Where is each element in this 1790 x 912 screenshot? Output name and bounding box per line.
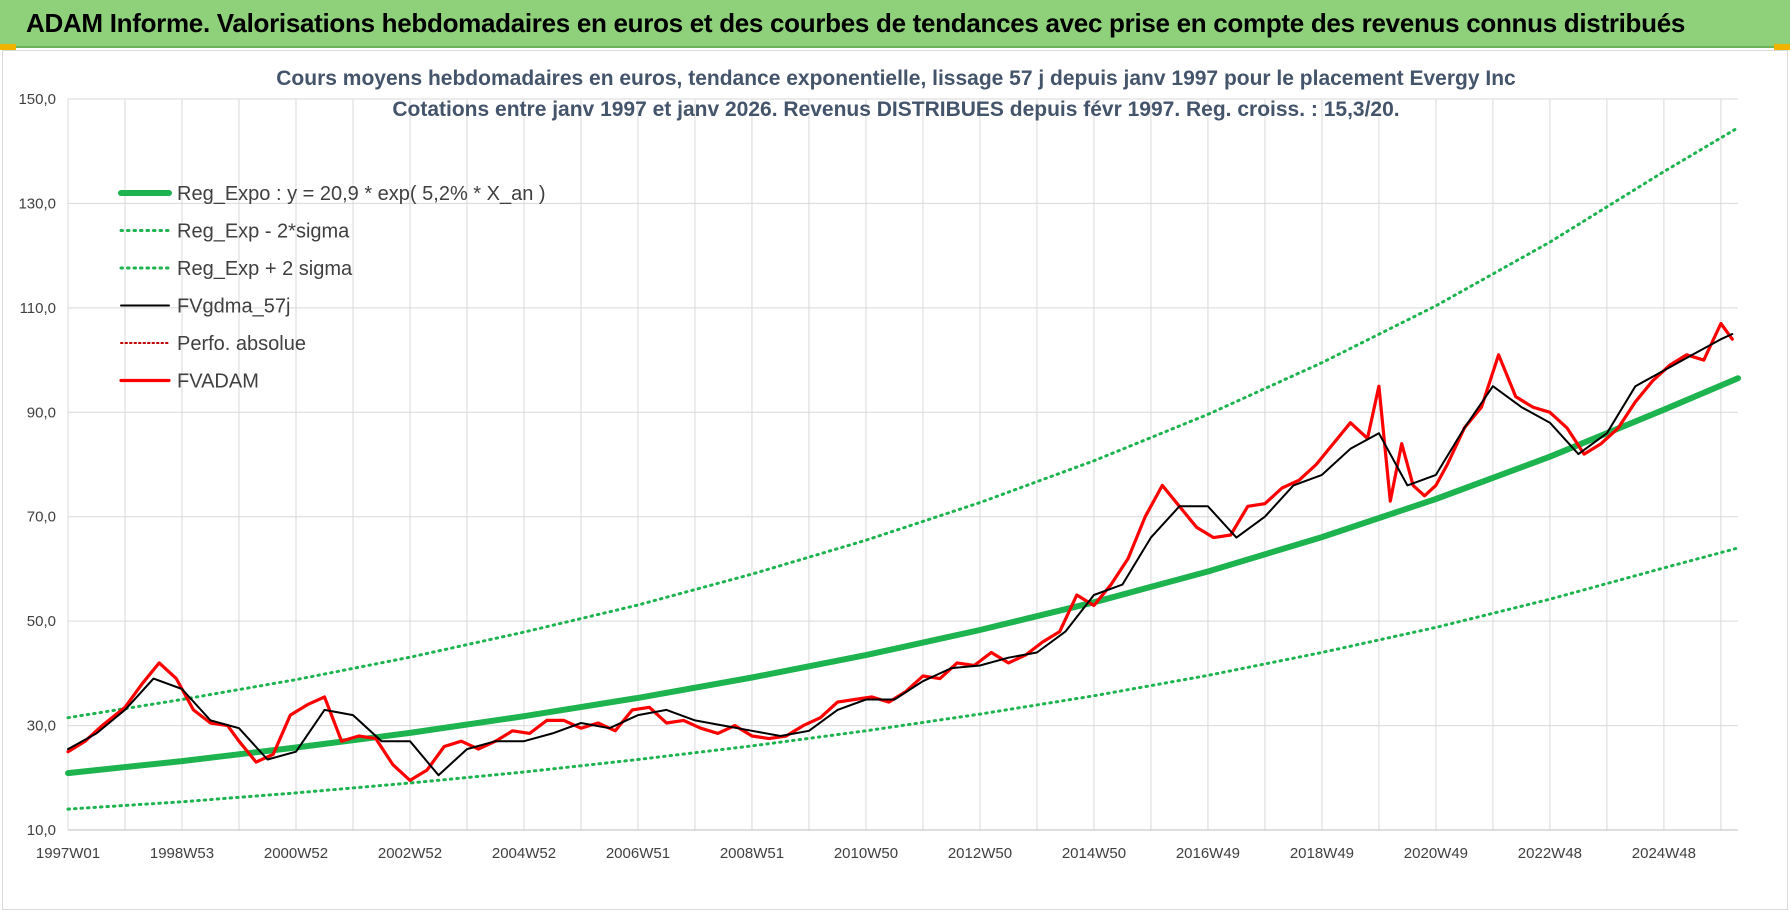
x-tick-label: 1998W53: [150, 845, 214, 862]
x-tick-label: 2008W51: [720, 845, 784, 862]
x-tick-label: 2004W52: [492, 845, 556, 862]
series-line-reg-exp-2-sigma: [66, 126, 1740, 720]
series-line-reg-expo-y-20-9-exp-5-2-x-an: [65, 375, 1741, 777]
series-line-reg-exp-2-sigma: [66, 546, 1740, 811]
y-tick-label: 70,0: [27, 509, 56, 526]
y-tick-label: 50,0: [27, 613, 56, 630]
y-tick-label: 90,0: [27, 404, 56, 421]
legend-label: Reg_Exp + 2 sigma: [177, 258, 353, 280]
series-line-fvadam: [66, 321, 1734, 783]
x-tick-label: 2018W49: [1290, 845, 1354, 862]
corner-mark-left: [0, 44, 16, 50]
y-tick-label: 10,0: [27, 822, 56, 839]
x-tick-label: 2012W50: [948, 845, 1012, 862]
x-tick-label: 2002W52: [378, 845, 442, 862]
x-tick-label: 2024W48: [1632, 845, 1696, 862]
corner-mark-right: [1774, 44, 1790, 50]
legend-label: FVADAM: [177, 371, 259, 393]
header-banner: ADAM Informe. Valorisations hebdomadaire…: [0, 0, 1790, 48]
y-tick-label: 130,0: [18, 195, 56, 212]
legend-label: Perfo. absolue: [177, 333, 306, 355]
y-tick-label: 110,0: [20, 300, 56, 317]
x-tick-label: 2010W50: [834, 845, 898, 862]
x-tick-label: 2014W50: [1062, 845, 1126, 862]
legend-label: Reg_Expo : y = 20,9 * exp( 5,2% * X_an ): [177, 183, 546, 205]
chart-title-line-2: Cotations entre janv 1997 et janv 2026. …: [392, 98, 1399, 121]
line-chart: 10,0 30,0 50,0 70,0 90,0 110,0 130,0 150,0 1997W…: [18, 67, 1741, 862]
x-tick-label: 2000W52: [264, 845, 328, 862]
page-title: ADAM Informe. Valorisations hebdomadaire…: [26, 8, 1686, 38]
legend-label: Reg_Exp - 2*sigma: [177, 221, 350, 243]
chart-area: 10,0 30,0 50,0 70,0 90,0 110,0 130,0 150,0 1997W…: [2, 50, 1788, 910]
series-line-fvgdma-57j: [67, 333, 1734, 777]
x-tick-label: 2020W49: [1404, 845, 1468, 862]
legend-label: FVgdma_57j: [177, 296, 290, 318]
x-tick-label: 1997W01: [36, 845, 100, 862]
chart-title-line-1: Cours moyens hebdomadaires en euros, ten…: [276, 67, 1516, 90]
x-tick-label: 2022W48: [1518, 845, 1582, 862]
x-tick-label: 2006W51: [606, 845, 670, 862]
y-tick-label: 150,0: [18, 91, 56, 108]
x-tick-label: 2016W49: [1176, 845, 1240, 862]
y-tick-label: 30,0: [27, 718, 56, 735]
